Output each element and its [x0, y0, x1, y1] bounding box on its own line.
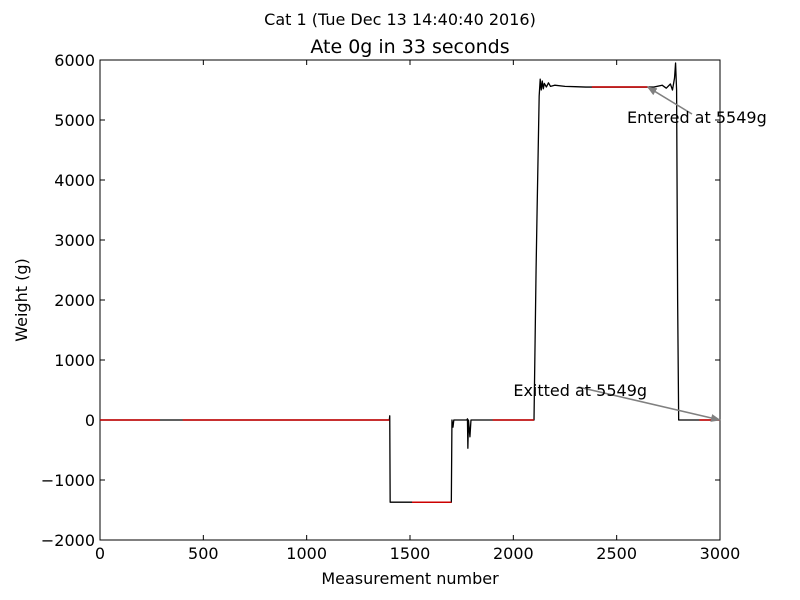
y-tick-label: 6000 [54, 51, 95, 70]
x-axis-label: Measurement number [321, 569, 499, 588]
y-tick-label: 3000 [54, 231, 95, 250]
annotation-label: Exitted at 5549g [513, 381, 647, 400]
y-tick-label: 0 [85, 411, 95, 430]
x-tick-label: 3000 [700, 544, 741, 563]
annotation-arrow [578, 386, 721, 422]
y-axis-label: Weight (g) [12, 258, 31, 341]
x-tick-label: 2000 [493, 544, 534, 563]
x-tick-label: 1500 [390, 544, 431, 563]
x-tick-label: 0 [95, 544, 105, 563]
x-tick-label: 500 [188, 544, 219, 563]
annotation-arrow [646, 86, 693, 115]
y-tick-label: 5000 [54, 111, 95, 130]
x-tick-label: 2500 [596, 544, 637, 563]
y-tick-label: 2000 [54, 291, 95, 310]
plot-frame [99, 59, 721, 541]
y-tick-label: −2000 [41, 531, 95, 550]
weight-series-line [100, 62, 720, 503]
y-tick-label: −1000 [41, 471, 95, 490]
x-tick-label: 1000 [286, 544, 327, 563]
annotation-label: Entered at 5549g [627, 108, 767, 127]
y-tick-label: 1000 [54, 351, 95, 370]
y-tick-label: 4000 [54, 171, 95, 190]
chart-suptitle: Cat 1 (Tue Dec 13 14:40:40 2016) [264, 10, 536, 29]
chart-title: Ate 0g in 33 seconds [310, 36, 509, 58]
